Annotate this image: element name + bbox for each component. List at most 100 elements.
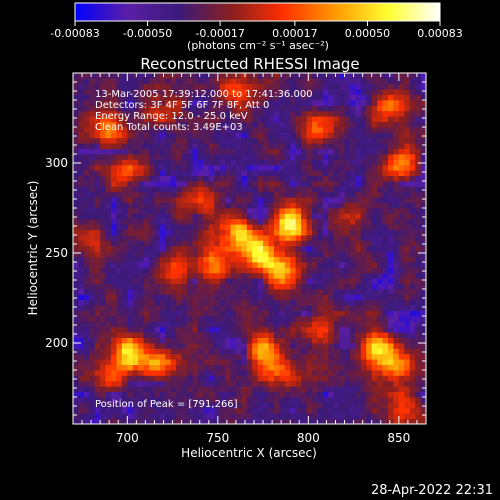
heatmap-cell	[165, 213, 172, 220]
heatmap-cell	[328, 294, 335, 301]
heatmap-cell	[301, 413, 307, 419]
heatmap-cell	[214, 181, 221, 187]
heatmap-cell	[176, 240, 183, 247]
heatmap-cell	[208, 132, 215, 139]
heatmap-cell	[214, 272, 221, 279]
heatmap-cell	[387, 100, 394, 106]
heatmap-cell	[339, 132, 345, 139]
heatmap-cell	[111, 137, 117, 144]
heatmap-cell	[94, 143, 101, 149]
heatmap-cell	[138, 267, 144, 274]
heatmap-cell	[121, 143, 128, 149]
heatmap-cell	[105, 245, 112, 252]
heatmap-cell	[252, 305, 259, 311]
heatmap-cell	[377, 256, 383, 263]
heatmap-cell	[170, 218, 177, 225]
heatmap-cell	[317, 127, 324, 133]
heatmap-cell	[121, 386, 128, 392]
heatmap-cell	[176, 418, 183, 424]
heatmap-cell	[420, 240, 426, 247]
heatmap-cell	[306, 294, 313, 301]
heatmap-cell	[89, 116, 96, 122]
heatmap-cell	[235, 375, 242, 382]
heatmap-cell	[83, 186, 90, 193]
heatmap-cell	[415, 299, 421, 306]
heatmap-cell	[295, 202, 302, 209]
heatmap-cell	[371, 116, 378, 122]
heatmap-cell	[420, 229, 426, 236]
heatmap-cell	[111, 337, 117, 344]
heatmap-cell	[415, 364, 421, 371]
heatmap-cell	[355, 413, 362, 419]
heatmap-cell	[360, 418, 367, 424]
heatmap-cell	[317, 332, 324, 338]
heatmap-cell	[415, 413, 421, 419]
heatmap-cell	[382, 267, 389, 274]
heatmap-cell	[78, 137, 85, 144]
heatmap-cell	[360, 121, 367, 128]
heatmap-cell	[382, 380, 389, 387]
heatmap-cell	[377, 348, 383, 355]
heatmap-cell	[409, 359, 416, 365]
heatmap-cell	[225, 213, 231, 220]
heatmap-cell	[111, 148, 117, 155]
heatmap-cell	[83, 170, 90, 176]
heatmap-cell	[105, 321, 112, 328]
heatmap-cell	[159, 326, 166, 333]
heatmap-cell	[371, 262, 378, 268]
heatmap-cell	[273, 159, 280, 166]
heatmap-cell	[404, 310, 411, 317]
heatmap-cell	[230, 105, 237, 112]
heatmap-cell	[89, 348, 96, 355]
heatmap-cell	[83, 83, 90, 90]
heatmap-cell	[290, 94, 297, 101]
heatmap-cell	[230, 283, 237, 290]
heatmap-cell	[404, 359, 411, 365]
heatmap-cell	[349, 89, 356, 95]
heatmap-cell	[73, 127, 79, 133]
heatmap-cell	[420, 326, 426, 333]
heatmap-cell	[116, 359, 123, 365]
heatmap-cell	[138, 181, 144, 187]
heatmap-cell	[349, 380, 356, 387]
heatmap-cell	[306, 170, 313, 176]
heatmap-cell	[339, 148, 345, 155]
heatmap-cell	[328, 73, 335, 79]
heatmap-cell	[170, 240, 177, 247]
heatmap-cell	[387, 213, 394, 220]
heatmap-cell	[111, 73, 117, 79]
heatmap-cell	[371, 132, 378, 139]
heatmap-cell	[322, 245, 329, 252]
heatmap-cell	[279, 418, 286, 424]
heatmap-cell	[208, 110, 215, 117]
heatmap-cell	[371, 337, 378, 344]
heatmap-cell	[306, 164, 313, 171]
heatmap-cell	[121, 337, 128, 344]
heatmap-cell	[170, 343, 177, 349]
heatmap-cell	[116, 251, 123, 257]
heatmap-cell	[241, 89, 248, 95]
heatmap-cell	[197, 359, 204, 365]
heatmap-cell	[176, 83, 183, 90]
heatmap-cell	[322, 294, 329, 301]
heatmap-cell	[181, 213, 188, 220]
heatmap-cell	[360, 262, 367, 268]
heatmap-cell	[111, 197, 117, 203]
heatmap-cell	[355, 326, 362, 333]
heatmap-cell	[279, 229, 286, 236]
heatmap-cell	[382, 283, 389, 290]
heatmap-cell	[393, 208, 400, 214]
heatmap-cell	[197, 418, 204, 424]
heatmap-cell	[268, 283, 275, 290]
heatmap-cell	[208, 175, 215, 182]
heatmap-cell	[273, 359, 280, 365]
heatmap-cell	[387, 353, 394, 360]
heatmap-cell	[241, 202, 248, 209]
heatmap-cell	[377, 73, 383, 79]
heatmap-cell	[366, 202, 373, 209]
heatmap-cell	[420, 407, 426, 414]
heatmap-cell	[317, 413, 324, 419]
heatmap-cell	[143, 251, 150, 257]
heatmap-cell	[105, 326, 112, 333]
heatmap-cell	[246, 294, 253, 301]
